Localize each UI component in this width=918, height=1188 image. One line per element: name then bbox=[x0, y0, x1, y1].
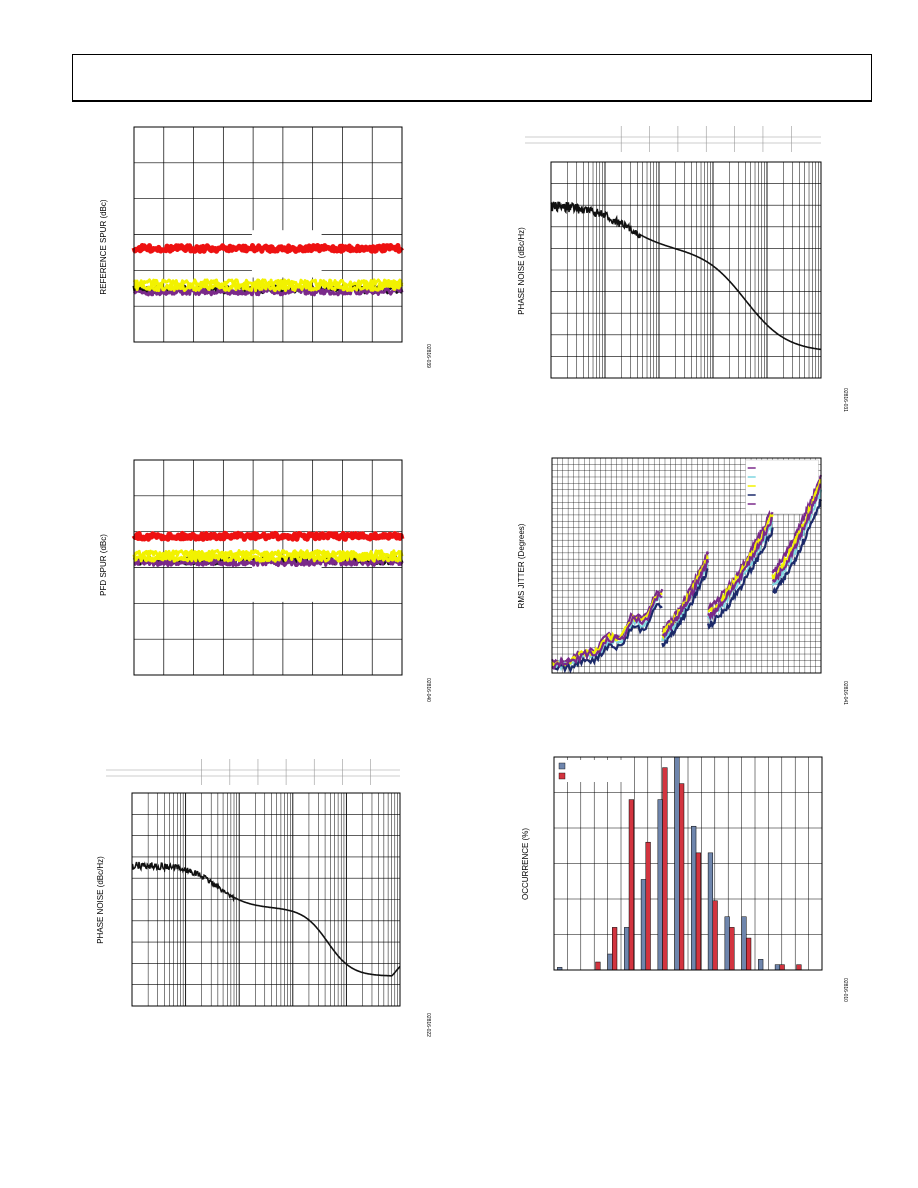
hist-bar-0-6 bbox=[657, 799, 663, 971]
hist-bar-1-13 bbox=[779, 964, 785, 971]
hist-bar-1-11 bbox=[746, 937, 752, 971]
hist-bar-0-3 bbox=[607, 953, 613, 971]
spur1-frame bbox=[133, 459, 403, 676]
figure-occurrence-histogram: OCCURRENCE (%) 02816-010 bbox=[521, 756, 848, 1002]
hist-legend-swatch-blue bbox=[558, 762, 566, 770]
hist-bar-1-9 bbox=[712, 900, 718, 971]
hist-bar-0-13 bbox=[774, 964, 781, 971]
hist-bar-1-4 bbox=[628, 799, 634, 971]
hist-bar-0-11 bbox=[741, 916, 747, 971]
fig2-ylabel: PHASE NOISE (dBc/Hz) bbox=[96, 856, 105, 944]
pn2-trace bbox=[131, 861, 401, 977]
hist-frame bbox=[553, 756, 823, 971]
hist-bar-0-5 bbox=[640, 879, 647, 971]
jitter-series-4 bbox=[551, 483, 822, 671]
jitter-series-0 bbox=[551, 474, 823, 667]
page-header bbox=[72, 54, 872, 102]
hist-bar-1-2 bbox=[595, 961, 601, 971]
spur0-frame bbox=[133, 126, 403, 343]
jitter-frame bbox=[551, 457, 822, 674]
jitter-series-3 bbox=[551, 498, 823, 674]
hist-bar-1-6 bbox=[662, 767, 668, 971]
fig5-code: 02816-010 bbox=[842, 978, 848, 1002]
hist-bar-1-14 bbox=[796, 964, 802, 971]
spur0-annotation-box bbox=[251, 230, 322, 278]
fig4-code: 02816-041 bbox=[842, 681, 848, 705]
pn3-frame bbox=[550, 161, 822, 379]
hist-bar-1-5 bbox=[645, 841, 651, 971]
pn2-frame bbox=[131, 792, 401, 1007]
figure-pfd-spur: PFD SPUR (dBc) 02816-040 bbox=[99, 459, 431, 702]
fig5-ylabel: OCCURRENCE (%) bbox=[521, 828, 530, 900]
hist-bar-0-8 bbox=[691, 825, 697, 971]
fig0-code: 02816-039 bbox=[425, 344, 431, 368]
spur0-series-yellow-b bbox=[132, 278, 404, 288]
figure-phase-noise-left: PHASE NOISE (dBc/Hz) 02816-022 bbox=[96, 759, 431, 1037]
spur0-series-yellow bbox=[133, 282, 404, 293]
hist-bar-0-12 bbox=[758, 959, 764, 971]
fig1-code: 02816-040 bbox=[425, 678, 431, 702]
hist-bar-1-10 bbox=[729, 927, 735, 971]
fig2-code: 02816-022 bbox=[425, 1013, 431, 1037]
hist-bar-1-3 bbox=[612, 927, 618, 971]
hist-legend-swatch-red bbox=[558, 772, 566, 780]
figure-reference-spur: REFERENCE SPUR (dBc) 02816-039 bbox=[99, 126, 431, 368]
fig4-ylabel: RMS JITTER (Degrees) bbox=[517, 523, 526, 608]
hist-bar-1-8 bbox=[695, 852, 701, 971]
fig3-code: 02816-031 bbox=[842, 388, 848, 412]
hist-bar-0-10 bbox=[724, 916, 730, 971]
hist-bar-0-4 bbox=[624, 927, 630, 971]
hist-bar-1-7 bbox=[679, 783, 685, 971]
hist-legend-box bbox=[556, 760, 626, 782]
spur0-series-red bbox=[131, 243, 404, 254]
fig0-ylabel: REFERENCE SPUR (dBc) bbox=[99, 199, 108, 294]
hist-bar-0-7 bbox=[674, 756, 680, 971]
figure-phase-noise-right: PHASE NOISE (dBc/Hz) 02816-031 bbox=[517, 126, 848, 412]
fig3-ylabel: PHASE NOISE (dBc/Hz) bbox=[517, 227, 526, 315]
figure-rms-jitter: RMS JITTER (Degrees) 02816-041 bbox=[517, 457, 848, 705]
hist-bar-0-9 bbox=[707, 852, 714, 971]
fig1-ylabel: PFD SPUR (dBc) bbox=[99, 534, 108, 596]
spur1-series-red bbox=[131, 530, 405, 542]
pn3-trace bbox=[550, 201, 822, 351]
spur1-series-yellow-b bbox=[133, 549, 404, 558]
spur0-series-purple bbox=[132, 286, 404, 297]
